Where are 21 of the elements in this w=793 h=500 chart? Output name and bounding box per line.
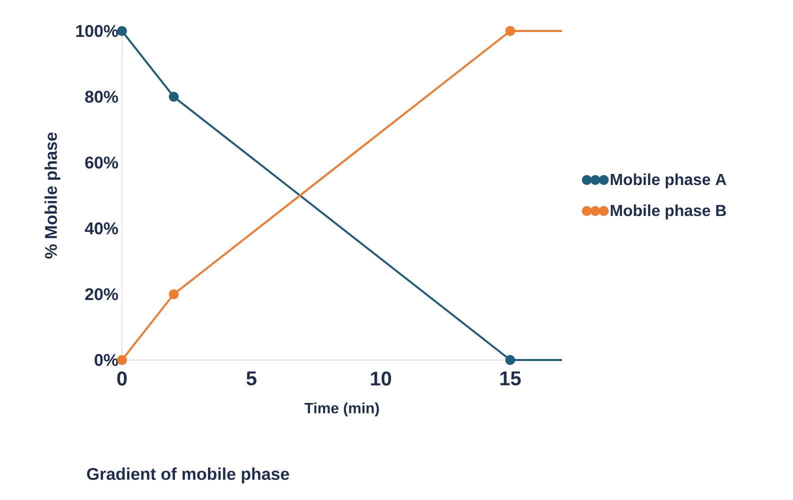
x-tick-label: 10 bbox=[371, 372, 392, 386]
point bbox=[168, 289, 179, 300]
point bbox=[505, 355, 516, 365]
point bbox=[168, 92, 179, 102]
y-tick-label: 0% bbox=[94, 354, 118, 366]
x-axis-title: Time (min) bbox=[304, 402, 379, 416]
legend-label: Mobile phase A bbox=[610, 173, 726, 188]
x-tick-label: 0 bbox=[117, 372, 127, 386]
text: Gradient of mobile phase bbox=[87, 468, 290, 484]
y-axis-title: % Mobile phase bbox=[44, 132, 60, 259]
legend-label: Mobile phase B bbox=[610, 204, 726, 220]
y-tick-label: 40% bbox=[84, 222, 118, 234]
point bbox=[505, 26, 516, 36]
x-tick-label: 5 bbox=[246, 372, 256, 386]
point bbox=[117, 355, 127, 365]
y-tick-label: 60% bbox=[85, 156, 118, 169]
y-tick-label: 100% bbox=[76, 24, 118, 37]
y-tick-label: 20% bbox=[85, 288, 118, 300]
point bbox=[117, 26, 127, 36]
y-tick-label: 80% bbox=[85, 90, 118, 103]
x-tick-label: 15 bbox=[500, 372, 521, 386]
